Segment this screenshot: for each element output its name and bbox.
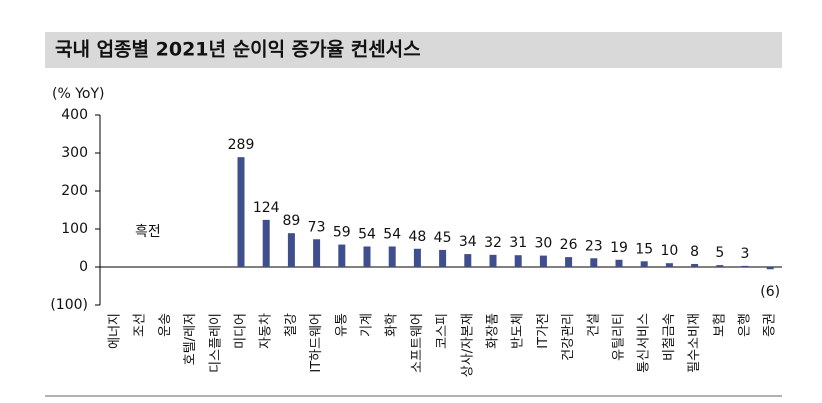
bar — [640, 261, 648, 267]
bar — [237, 157, 245, 267]
bar — [464, 254, 472, 267]
x-tick-label: 조선 — [133, 313, 148, 337]
bar — [615, 259, 623, 267]
x-tick-label: 유틸리티 — [612, 313, 627, 361]
bar — [691, 263, 699, 267]
x-tick-label: 유통 — [334, 313, 349, 337]
bar — [489, 254, 497, 267]
x-tick-label: 운송 — [158, 313, 173, 337]
value-label: 15 — [635, 241, 653, 257]
value-label: 59 — [333, 225, 351, 241]
x-tick-label: 코스피 — [435, 313, 450, 349]
value-label: 45 — [434, 230, 452, 246]
annotation: 흑전 — [135, 223, 161, 240]
y-tick-label: 100 — [61, 221, 88, 237]
x-tick-label: 통신서비스 — [637, 313, 652, 373]
x-tick-label: 에너지 — [108, 313, 123, 349]
bar — [388, 246, 396, 267]
x-tick-label: 화학 — [385, 313, 400, 337]
x-tick-label: 건강관리 — [561, 313, 576, 361]
bar — [338, 244, 346, 267]
bar — [363, 246, 371, 267]
bar — [741, 265, 749, 267]
value-label: 26 — [560, 237, 578, 253]
bar — [716, 265, 724, 267]
value-label: 89 — [282, 213, 300, 229]
value-label: 54 — [358, 226, 376, 242]
value-label: 54 — [383, 226, 401, 242]
value-label: 32 — [484, 235, 502, 251]
x-tick-label: 호텔/레저 — [183, 313, 198, 365]
y-tick-label: 200 — [61, 183, 88, 199]
value-label: 48 — [408, 229, 426, 245]
y-tick-label: 0 — [79, 259, 88, 275]
value-label: 73 — [308, 219, 326, 235]
y-tick-label: 400 — [61, 107, 88, 123]
x-tick-label: 화장품 — [486, 313, 501, 349]
x-tick-label: 건설 — [586, 313, 601, 337]
bar — [287, 233, 295, 267]
x-tick-label: 필수소비재 — [687, 313, 702, 373]
value-label: 3 — [741, 246, 750, 262]
y-tick-label: 300 — [61, 145, 88, 161]
bar — [313, 239, 321, 267]
value-label: 5 — [715, 245, 724, 261]
x-tick-label: 상사/자본재 — [460, 313, 475, 377]
value-label: 30 — [534, 236, 552, 252]
x-tick-label: 미디어 — [234, 313, 249, 349]
bar — [665, 263, 673, 267]
x-tick-label: 기계 — [360, 313, 375, 337]
y-tick-label: (100) — [50, 297, 88, 313]
x-tick-label: 소프트웨어 — [410, 313, 425, 373]
x-tick-label: 철강 — [284, 313, 299, 337]
value-label: 124 — [253, 200, 280, 216]
bar — [766, 267, 774, 270]
value-label: 289 — [228, 137, 255, 153]
bar — [514, 255, 522, 267]
x-tick-label: 비철금속 — [662, 313, 677, 361]
x-tick-label: 은행 — [737, 313, 753, 337]
x-tick-label: 증권 — [763, 313, 778, 337]
chart-title: 국내 업종별 2021년 순이익 증가율 컨센서스 — [55, 39, 421, 61]
title-bar — [45, 32, 782, 68]
value-label: 10 — [660, 243, 678, 259]
value-label: 8 — [690, 244, 699, 260]
x-tick-label: 반도체 — [511, 313, 526, 349]
bar — [565, 257, 573, 267]
bar — [439, 249, 447, 267]
bar — [539, 255, 547, 267]
value-label: 19 — [610, 240, 628, 256]
value-label: (6) — [760, 284, 780, 300]
value-label: 31 — [509, 235, 527, 251]
value-label: 23 — [585, 238, 603, 254]
value-label: 34 — [459, 234, 477, 250]
x-tick-label: 자동차 — [259, 313, 274, 349]
x-tick-label: IT가전 — [536, 313, 551, 349]
bar — [590, 258, 598, 267]
y-axis-label: (% YoY) — [52, 86, 105, 102]
bar — [262, 219, 270, 267]
x-tick-label: 보험 — [712, 313, 727, 337]
x-tick-label: IT하드웨어 — [309, 313, 324, 373]
x-tick-label: 디스플레이 — [208, 313, 223, 373]
bar — [413, 248, 421, 267]
